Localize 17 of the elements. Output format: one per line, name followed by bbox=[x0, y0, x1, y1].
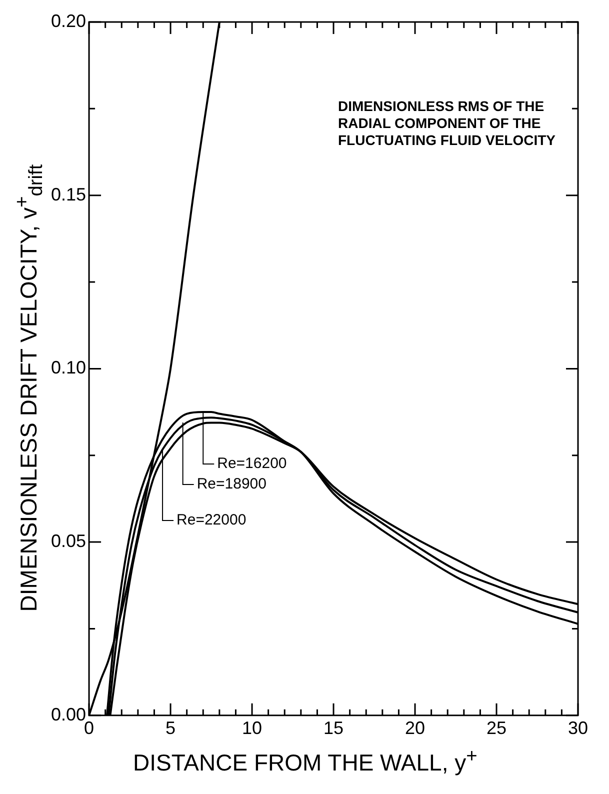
y-tick-label: 0.20 bbox=[50, 10, 86, 31]
series-label: Re=16200 bbox=[217, 455, 287, 472]
text: Re=18900 bbox=[196, 476, 266, 493]
y-tick-label: 0.10 bbox=[50, 358, 86, 378]
x-tick-label: 5 bbox=[166, 718, 176, 738]
x-axis-title: DISTANCE FROM THE WALL, y$^{+}$ bbox=[133, 746, 478, 777]
annotation: DIMENSIONLESS RMS OF THE RADIAL COMPONENT OF THE FLUCTUATING FLUID VELOCITY bbox=[338, 98, 556, 149]
x-tick-label: 20 bbox=[404, 718, 426, 738]
x-tick-label: 30 bbox=[568, 718, 588, 738]
text: Re=22000 bbox=[176, 512, 246, 529]
x-tick-label: 10 bbox=[242, 718, 262, 738]
y-tick-label: 0.00 bbox=[50, 704, 86, 724]
x-tick-label: 15 bbox=[324, 718, 344, 738]
y-tick-label: 0.15 bbox=[50, 184, 86, 204]
x-tick-label: 25 bbox=[486, 718, 507, 738]
x-tick-label: 0 bbox=[84, 718, 94, 738]
y-tick-label: 0.05 bbox=[50, 531, 86, 552]
